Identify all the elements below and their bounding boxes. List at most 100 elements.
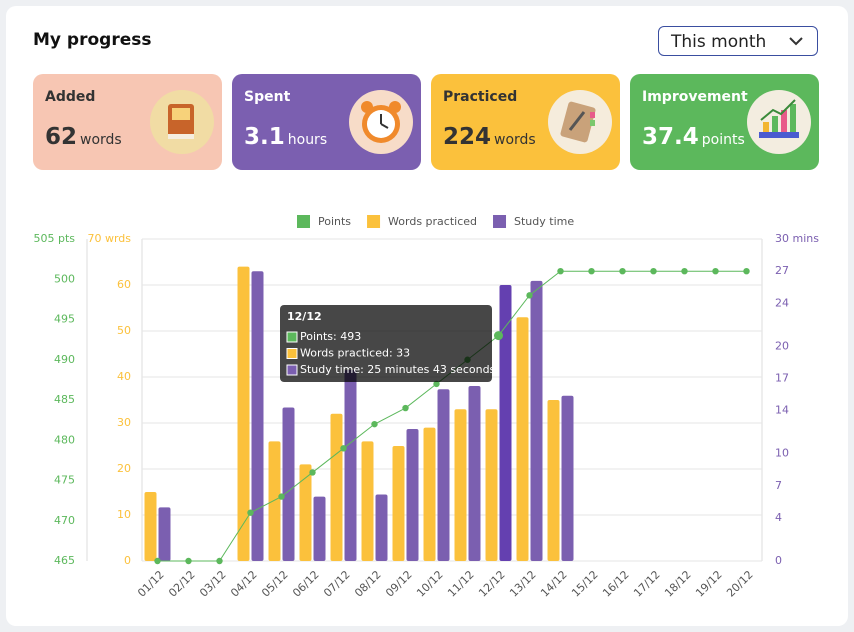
point xyxy=(712,268,719,275)
point xyxy=(433,380,440,388)
y-tick-label: 465 xyxy=(54,554,75,567)
point xyxy=(650,268,657,275)
point xyxy=(278,493,285,500)
y-tick-label: 500 xyxy=(54,272,75,285)
stat-label: Practiced xyxy=(443,89,518,105)
bar xyxy=(361,441,374,561)
y-tick-label: 0 xyxy=(124,554,131,567)
point xyxy=(526,292,533,299)
x-tick-label: 16/12 xyxy=(600,568,632,600)
bar xyxy=(423,427,436,561)
x-tick-label: 11/12 xyxy=(445,568,477,600)
tooltip-line: Points: 493 xyxy=(300,330,361,343)
x-tick-label: 01/12 xyxy=(135,568,167,600)
point xyxy=(557,268,564,275)
x-tick-label: 08/12 xyxy=(352,568,384,600)
book-icon xyxy=(150,90,214,154)
point xyxy=(247,509,254,516)
bar xyxy=(268,441,281,561)
stat-label: Improvement xyxy=(642,89,748,105)
tooltip-box xyxy=(280,305,492,382)
bar xyxy=(561,395,574,561)
point xyxy=(216,557,223,565)
x-tick-label: 03/12 xyxy=(197,568,229,600)
point xyxy=(154,557,161,565)
bar xyxy=(330,413,343,561)
y-tick-label: 490 xyxy=(54,353,75,366)
y-tick-label: 7 xyxy=(775,479,782,492)
period-value[interactable]: This month xyxy=(671,32,767,52)
y-tick-label: 14 xyxy=(775,404,789,417)
stat-unit: points xyxy=(701,132,745,148)
clock-icon xyxy=(349,90,413,154)
bar xyxy=(313,496,326,561)
y-tick-label: 20 xyxy=(775,339,789,352)
y-tick-label: 10 xyxy=(117,508,131,521)
bar xyxy=(344,369,357,561)
x-tick-label: 13/12 xyxy=(507,568,539,600)
bar xyxy=(237,266,250,561)
bar xyxy=(530,280,543,561)
point xyxy=(681,268,688,275)
x-tick-label: 06/12 xyxy=(290,568,322,600)
stat-card: Added 62 words xyxy=(33,74,222,170)
bar xyxy=(251,271,264,561)
tooltip-swatch xyxy=(286,348,298,359)
bar xyxy=(516,317,529,561)
bar xyxy=(158,507,171,561)
x-tick-label: 07/12 xyxy=(321,568,353,600)
y-tick-label: 470 xyxy=(54,514,75,527)
stat-number: 224 xyxy=(443,124,492,150)
y-tick-label: 0 xyxy=(775,554,782,567)
y-tick-label: 27 xyxy=(775,264,789,277)
stat-value: 224 words xyxy=(443,124,536,150)
period-dropdown[interactable]: This month xyxy=(658,26,818,56)
point xyxy=(743,268,750,275)
legend-swatch xyxy=(367,215,381,228)
y-tick-label: 495 xyxy=(54,313,75,326)
y-tick-label: 24 xyxy=(775,296,789,309)
y-tick-label: 17 xyxy=(775,372,789,385)
y-tick-label: 30 xyxy=(117,416,131,429)
x-tick-label: 09/12 xyxy=(383,568,415,600)
y-tick-label: 20 xyxy=(117,462,131,475)
x-tick-label: 17/12 xyxy=(631,568,663,600)
stat-value: 37.4 points xyxy=(642,124,745,150)
y-tick-label: 70 wrds xyxy=(87,232,131,245)
stat-label: Added xyxy=(45,89,96,105)
stat-number: 3.1 xyxy=(244,124,285,150)
legend-label: Points xyxy=(318,215,351,228)
bar xyxy=(547,400,560,561)
tooltip-line: Study time: 25 minutes 43 seconds xyxy=(300,363,496,376)
bar xyxy=(375,494,388,561)
legend-swatch xyxy=(297,215,310,228)
point xyxy=(371,420,378,428)
bar xyxy=(392,446,405,561)
x-tick-label: 14/12 xyxy=(538,568,570,600)
y-tick-label: 480 xyxy=(54,433,75,446)
y-tick-label: 4 xyxy=(775,511,782,524)
stat-card: Improvement 37.4 points xyxy=(630,74,819,170)
point xyxy=(494,331,503,341)
tooltip-swatch xyxy=(286,364,298,376)
x-tick-label: 04/12 xyxy=(228,568,260,600)
stat-number: 37.4 xyxy=(642,124,699,150)
legend-label: Study time xyxy=(514,215,574,228)
chevron-icon xyxy=(789,37,803,46)
x-tick-label: 15/12 xyxy=(569,568,601,600)
y-tick-label: 475 xyxy=(54,474,75,487)
x-tick-label: 10/12 xyxy=(414,568,446,600)
point xyxy=(588,268,595,275)
point xyxy=(619,268,626,275)
y-tick-label: 40 xyxy=(117,370,131,383)
tooltip-title: 12/12 xyxy=(287,310,322,323)
stat-value: 62 words xyxy=(45,124,122,150)
bar xyxy=(499,284,512,561)
notebook-icon xyxy=(548,90,612,154)
stat-unit: words xyxy=(80,132,122,148)
point xyxy=(185,557,192,565)
bar xyxy=(144,492,157,561)
bar xyxy=(468,386,481,561)
